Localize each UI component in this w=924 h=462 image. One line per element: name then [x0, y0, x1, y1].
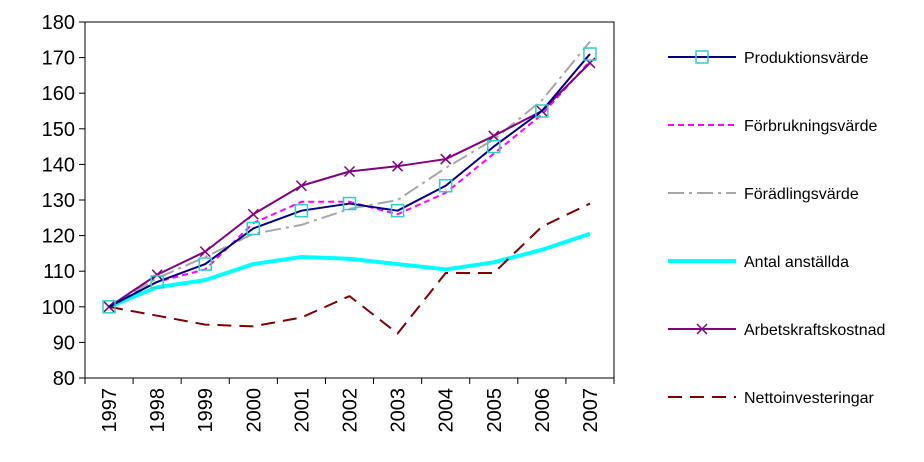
y-tick-label: 130 [42, 190, 75, 212]
data-point [583, 47, 597, 61]
plot-area [84, 21, 615, 379]
data-point [199, 246, 211, 258]
plot-frame [84, 21, 615, 379]
y-tick-label: 100 [42, 297, 75, 319]
x-axis: 1997 1998 1999 2000 2001 2002 2003 2004 2005 2006… [84, 378, 615, 433]
data-point [488, 130, 500, 142]
data-point [343, 165, 356, 178]
legend-item-forbrukningsvarde: Förbrukningsvärde [668, 118, 878, 135]
data-point [150, 275, 164, 289]
legend-item-antal-anstallda: Antal anställda [668, 254, 849, 271]
data-point [102, 300, 116, 314]
legend-marker [695, 50, 709, 64]
legend-item-foradlingsvarde: Förädlingsvärde [668, 186, 859, 203]
y-tick-label: 80 [53, 368, 75, 390]
data-point [247, 208, 259, 220]
data-point [151, 269, 163, 281]
legend-label: Arbetskraftskostnad [744, 322, 885, 339]
legend: Produktionsvärde Förbrukningsvärde Förädli… [668, 50, 885, 407]
y-tick-label: 120 [42, 226, 75, 248]
y-tick-label: 90 [53, 332, 75, 354]
legend-item-produktionsvarde: Produktionsvärde [668, 50, 869, 67]
x-tick-label: 2005 [484, 388, 506, 433]
data-point [535, 104, 549, 118]
legend-label: Antal anställda [744, 254, 849, 271]
legend-marker [696, 323, 708, 335]
series-line [108, 231, 591, 309]
x-tick-label: 2003 [388, 388, 410, 433]
legend-label: Förbrukningsvärde [744, 118, 878, 135]
series-line [108, 53, 591, 308]
legend-label: Förädlingsvärde [744, 186, 859, 203]
data-point [294, 203, 309, 218]
series-line [108, 202, 591, 335]
x-tick-label: 1998 [147, 388, 169, 433]
series-forbrukningsvarde [108, 60, 591, 308]
series-antal-anstallda [108, 231, 591, 309]
data-point [440, 153, 452, 165]
x-tick-label: 2000 [243, 388, 265, 433]
x-tick-label: 2007 [580, 388, 602, 433]
y-axis: 80 90 100 110 120 130 140 150 160 170 180 [42, 12, 85, 390]
y-tick-label: 110 [43, 261, 75, 283]
legend-item-arbetskraftskostnad: Arbetskraftskostnad [668, 322, 885, 339]
data-point [342, 196, 357, 211]
series-produktionsvarde [102, 47, 597, 314]
x-tick-label: 2004 [436, 388, 458, 433]
y-tick-label: 180 [42, 12, 75, 34]
x-tick-label: 2001 [291, 388, 313, 433]
x-tick-label: 2006 [532, 388, 554, 433]
series-line [108, 60, 591, 308]
data-point [246, 221, 261, 236]
data-point [198, 257, 212, 271]
y-tick-label: 150 [42, 119, 75, 141]
series-line [108, 62, 591, 308]
x-tick-label: 1997 [99, 388, 121, 433]
data-point [392, 160, 404, 172]
legend-item-nettoinvesteringar: Nettoinvesteringar [668, 390, 875, 407]
x-tick-label: 2002 [340, 388, 362, 433]
data-point [487, 139, 501, 154]
legend-label: Produktionsvärde [744, 50, 869, 67]
legend-label: Nettoinvesteringar [744, 390, 875, 407]
y-tick-label: 160 [42, 83, 75, 105]
y-tick-label: 140 [42, 154, 75, 176]
series-foradlingsvarde [108, 40, 591, 308]
x-tick-label: 1999 [195, 388, 217, 433]
data-point [295, 180, 307, 192]
data-point [390, 203, 405, 218]
data-point [438, 179, 453, 193]
series-line [108, 40, 591, 308]
series-nettoinvesteringar [108, 202, 591, 335]
y-tick-label: 170 [42, 48, 75, 70]
